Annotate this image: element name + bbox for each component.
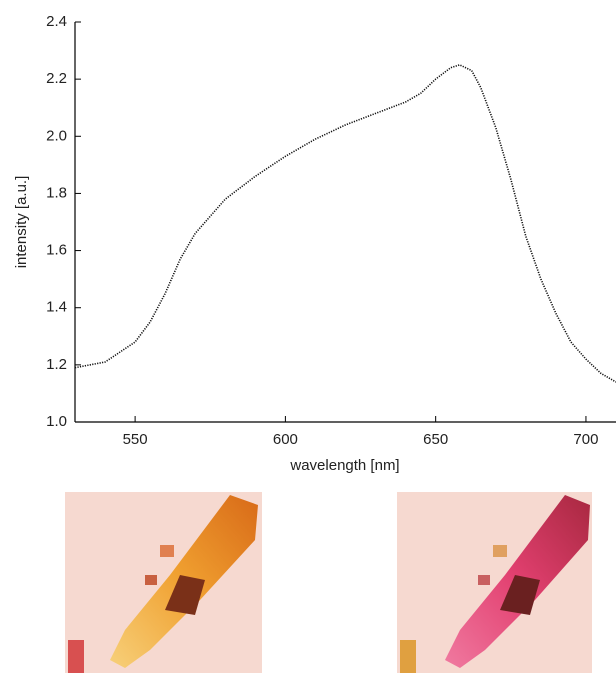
x-tick-label: 700 <box>573 431 598 448</box>
y-tick-label: 1.6 <box>46 242 67 259</box>
y-tick-label: 2.0 <box>46 127 67 144</box>
y-tick-label: 1.4 <box>46 299 67 316</box>
spectrum-line <box>74 64 616 383</box>
y-tick-label: 2.4 <box>46 13 67 30</box>
micrograph-left <box>65 492 262 673</box>
micrograph-right <box>397 492 592 673</box>
x-tick-label: 650 <box>423 431 448 448</box>
x-tick-label: 550 <box>123 431 148 448</box>
y-tick-label: 2.2 <box>46 70 67 87</box>
y-tick-label: 1.2 <box>46 356 67 373</box>
x-tick-label: 600 <box>273 431 298 448</box>
y-tick-label: 1.8 <box>46 184 67 201</box>
y-axis-label: intensity [a.u.] <box>13 176 30 269</box>
y-tick-label: 1.0 <box>46 413 67 430</box>
x-axis-label: wavelength [nm] <box>289 457 399 474</box>
